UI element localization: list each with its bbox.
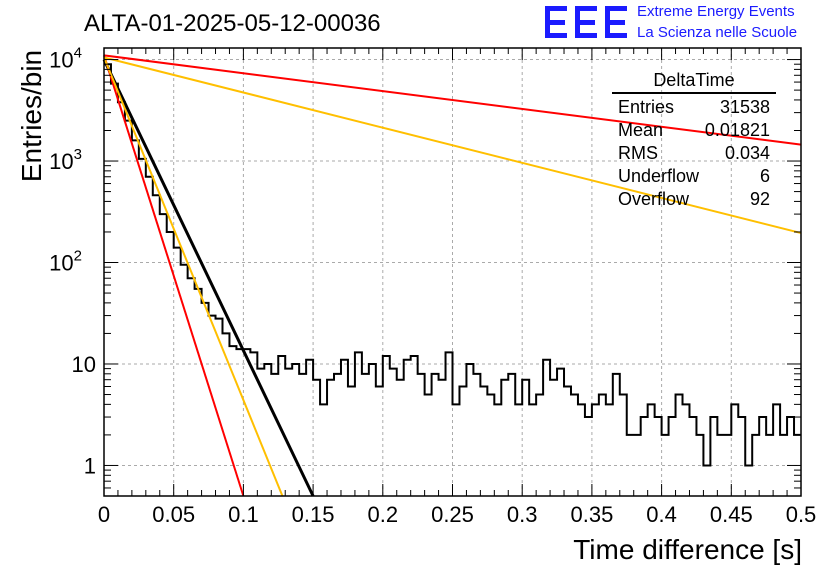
stats-value: 0.01821 bbox=[704, 120, 770, 140]
stats-row-underflow: Underflow 6 bbox=[612, 165, 776, 188]
x-tick-label: 0.15 bbox=[292, 502, 335, 527]
stats-value: 6 bbox=[759, 166, 770, 186]
stats-label: Mean bbox=[618, 120, 664, 140]
fit-line bbox=[103, 57, 284, 497]
stats-row-overflow: Overflow 92 bbox=[612, 188, 776, 211]
axes-layer: 0 0.05 0.1 0.15 0.2 0.25 0.3 0.35 0.4 0.45 0.5 1 10 1… bbox=[49, 45, 816, 527]
x-tick-label: 0.2 bbox=[368, 502, 399, 527]
fit-lines-layer bbox=[102, 54, 802, 497]
logo-subtitle-2: La Scienza nelle Scuole bbox=[637, 24, 798, 41]
x-tick-label: 0.4 bbox=[646, 502, 677, 527]
x-tick-label: 0.05 bbox=[152, 502, 195, 527]
stats-row-rms: RMS 0.034 bbox=[612, 142, 776, 165]
y-tick-label: 1 bbox=[84, 453, 96, 478]
y-tick-label: 103 bbox=[49, 146, 82, 174]
fit-line bbox=[102, 58, 315, 497]
x-tick-label: 0.45 bbox=[710, 502, 753, 527]
fit-line bbox=[103, 56, 802, 235]
stats-row-mean: Mean 0.01821 bbox=[612, 119, 776, 142]
eee-logo bbox=[543, 2, 633, 42]
stats-title: DeltaTime bbox=[612, 70, 776, 94]
y-tick-label: 10 bbox=[72, 352, 96, 377]
x-tick-label: 0 bbox=[98, 502, 110, 527]
stats-value: 0.034 bbox=[724, 143, 770, 163]
stats-row-entries: Entries 31538 bbox=[612, 96, 776, 119]
fit-line bbox=[103, 54, 802, 146]
stats-label: Entries bbox=[618, 97, 675, 117]
x-axis-label: Time difference [s] bbox=[573, 534, 802, 565]
stats-value: 31538 bbox=[719, 97, 770, 117]
x-tick-label: 0.5 bbox=[786, 502, 817, 527]
histogram-steps bbox=[104, 63, 801, 467]
stats-label: Underflow bbox=[618, 166, 700, 186]
stats-value: 92 bbox=[749, 189, 770, 209]
x-tick-label: 0.35 bbox=[570, 502, 613, 527]
y-tick-label: 102 bbox=[49, 248, 82, 276]
stats-label: RMS bbox=[618, 143, 658, 163]
x-tick-label: 0.3 bbox=[507, 502, 538, 527]
x-tick-label: 0.25 bbox=[431, 502, 474, 527]
histogram-layer bbox=[104, 63, 801, 467]
y-axis-label: Entries/bin bbox=[16, 49, 47, 183]
fit-line bbox=[103, 55, 245, 497]
stats-label: Overflow bbox=[618, 189, 690, 209]
stats-box: DeltaTime Entries 31538 Mean 0.01821 RMS… bbox=[612, 70, 776, 211]
y-tick-label: 104 bbox=[49, 45, 82, 73]
logo-subtitle-1: Extreme Energy Events bbox=[637, 3, 795, 20]
x-tick-label: 0.1 bbox=[228, 502, 259, 527]
plot-title: ALTA-01-2025-05-12-00036 bbox=[84, 10, 381, 37]
